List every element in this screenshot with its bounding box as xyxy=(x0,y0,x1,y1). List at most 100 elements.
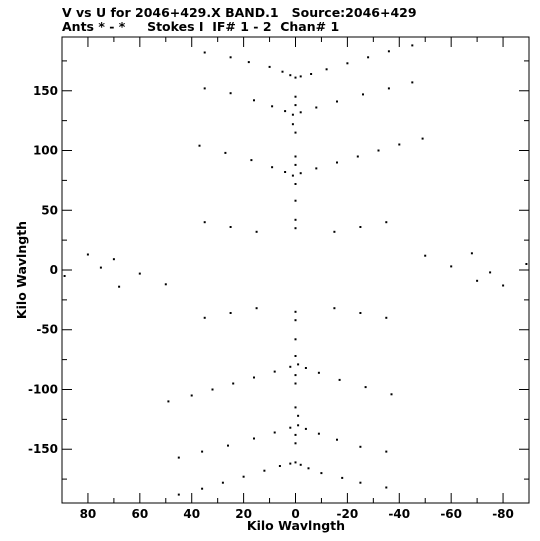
uv-point xyxy=(450,265,453,268)
uv-point xyxy=(255,230,258,233)
uv-point xyxy=(338,378,341,381)
uv-point xyxy=(227,444,229,447)
uv-point xyxy=(211,388,214,391)
uv-point xyxy=(294,433,297,436)
uv-point xyxy=(297,414,300,417)
uv-point xyxy=(289,462,292,465)
uv-point xyxy=(99,266,102,269)
uv-point xyxy=(167,400,170,403)
y-tick-label: -100 xyxy=(28,382,58,396)
y-tick-label: 100 xyxy=(33,144,58,158)
uv-point xyxy=(284,171,287,173)
uv-point xyxy=(294,319,297,322)
x-tick-label: -20 xyxy=(337,507,359,521)
uv-point xyxy=(291,123,294,126)
uv-point xyxy=(489,271,492,274)
uv-point xyxy=(255,307,258,310)
x-tick-label: 0 xyxy=(291,507,299,521)
uv-point xyxy=(385,221,388,224)
uv-point xyxy=(86,253,89,256)
data-points xyxy=(63,44,528,496)
uv-point xyxy=(198,144,201,147)
uv-point xyxy=(299,75,302,78)
uv-point xyxy=(421,137,424,140)
uv-point xyxy=(232,382,235,385)
uv-point xyxy=(229,312,232,314)
uv-point xyxy=(201,450,204,453)
uv-point xyxy=(273,431,276,434)
uv-point xyxy=(177,493,180,496)
chart-subtitle: Ants * - * Stokes I IF# 1 - 2 Chan# 1 xyxy=(62,19,340,34)
uv-point xyxy=(250,159,253,162)
y-tick-label: 150 xyxy=(33,84,58,98)
x-axis: 80 60 40 20 0 -20 -40 -60 -80 xyxy=(80,37,514,521)
y-tick-label: -50 xyxy=(36,323,58,337)
uv-point xyxy=(271,166,274,169)
uv-point xyxy=(294,104,297,107)
uv-point xyxy=(294,382,297,385)
uv-point xyxy=(325,68,328,71)
uv-point xyxy=(299,463,302,466)
uv-point xyxy=(336,100,338,103)
plot-frame xyxy=(61,36,530,504)
uv-point xyxy=(294,131,297,134)
uv-point xyxy=(336,161,338,164)
uv-point xyxy=(253,437,255,440)
uv-point xyxy=(271,105,274,108)
uv-point xyxy=(63,275,66,277)
uv-point xyxy=(203,87,206,90)
x-tick-label: -40 xyxy=(388,507,410,521)
x-axis-label: Kilo Wavlngth xyxy=(247,518,345,533)
uv-point xyxy=(164,283,167,286)
uv-point xyxy=(315,167,318,170)
x-tick-label: 60 xyxy=(131,507,148,521)
uv-point xyxy=(289,426,292,429)
y-tick-label: 50 xyxy=(41,203,58,217)
uv-point xyxy=(224,151,227,154)
uv-point xyxy=(291,174,294,177)
uv-point xyxy=(297,424,300,427)
uv-point xyxy=(333,230,336,233)
uv-point xyxy=(177,456,180,459)
uv-point xyxy=(476,279,479,282)
uv-point xyxy=(268,65,271,68)
uv-point xyxy=(424,254,427,257)
uv-point xyxy=(203,316,206,319)
uv-point xyxy=(294,355,297,357)
y-axis-label: Kilo Wavlngth xyxy=(14,221,29,319)
uv-point xyxy=(289,365,292,368)
uv-point xyxy=(356,155,359,158)
x-tick-label: -60 xyxy=(440,507,462,521)
uv-point xyxy=(118,285,121,288)
uv-point xyxy=(294,310,297,313)
uv-point xyxy=(221,481,224,484)
uv-point xyxy=(294,163,297,166)
y-axis: 150 100 50 0 -50 -100 -150 xyxy=(28,60,529,480)
uv-point xyxy=(317,432,320,435)
uv-point xyxy=(284,110,287,113)
y-tick-label: 0 xyxy=(50,263,58,277)
uv-point xyxy=(385,450,388,453)
uv-point xyxy=(294,95,297,98)
uv-point xyxy=(398,143,401,146)
uv-point xyxy=(138,272,141,275)
uv-point xyxy=(278,465,281,467)
uv-point xyxy=(341,476,344,479)
uv-point xyxy=(502,284,505,287)
y-tick-label: -150 xyxy=(28,442,58,456)
uv-point xyxy=(299,111,302,114)
uv-point xyxy=(299,172,302,175)
uv-point xyxy=(317,371,320,374)
uv-point xyxy=(263,469,266,472)
uv-point xyxy=(291,113,294,116)
uv-point xyxy=(289,74,292,77)
uv-point xyxy=(294,199,297,202)
uv-point xyxy=(390,393,393,396)
uv-point xyxy=(470,252,473,255)
uv-point xyxy=(346,62,349,65)
uv-point xyxy=(294,227,297,230)
uv-point xyxy=(203,221,206,224)
uv-point xyxy=(336,438,338,441)
uv-point xyxy=(294,155,297,158)
